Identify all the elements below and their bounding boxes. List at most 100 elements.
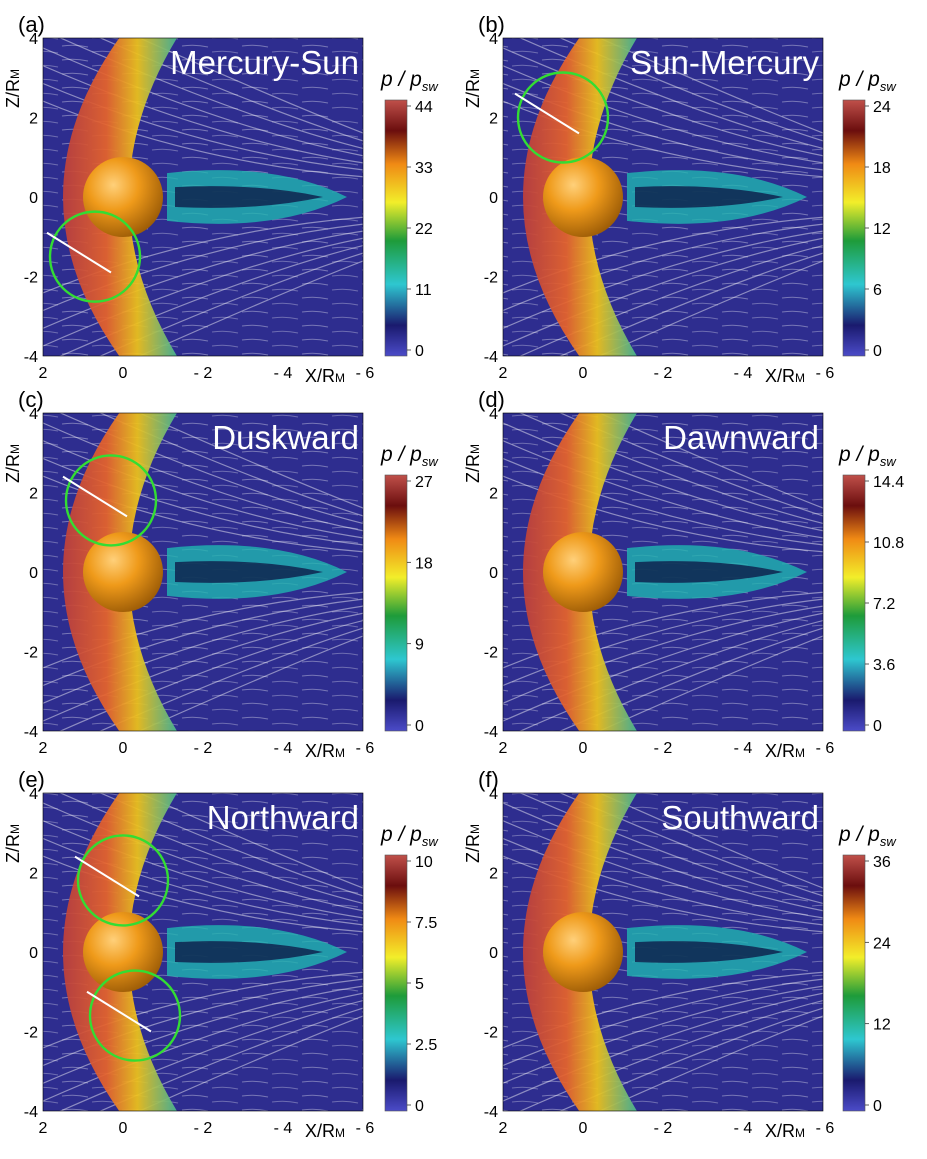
field-line xyxy=(503,978,823,1067)
y-tick-label: 0 xyxy=(489,565,498,582)
field-line xyxy=(43,457,363,546)
field-line xyxy=(43,605,363,704)
colorbar-tick-label: 6 xyxy=(873,282,882,299)
plot-content xyxy=(43,793,363,1111)
x-axis-label: X/RM xyxy=(305,741,345,761)
x-axis-label: X/RM xyxy=(305,1121,345,1141)
field-line xyxy=(43,985,363,1084)
x-tick-label: 2 xyxy=(499,1120,508,1137)
field-line xyxy=(519,244,823,356)
panel-letter: (a) xyxy=(18,12,45,37)
colorbar-tick-label: 14.4 xyxy=(873,474,904,491)
mercury-planet xyxy=(83,157,163,237)
x-tick-label: - 6 xyxy=(816,740,835,757)
x-tick-label: - 6 xyxy=(356,365,375,382)
field-line xyxy=(43,440,363,539)
field-line xyxy=(59,793,363,905)
x-tick-label: - 6 xyxy=(356,1120,375,1137)
x-tick-label: 0 xyxy=(119,1120,128,1137)
field-line xyxy=(503,422,823,532)
field-line xyxy=(43,855,363,933)
plot-content xyxy=(503,38,823,356)
panel-letter: (b) xyxy=(478,12,505,37)
y-tick-label: -2 xyxy=(484,270,498,287)
field-line xyxy=(598,635,823,731)
plot-content xyxy=(43,38,363,356)
y-tick-label: -2 xyxy=(484,645,498,662)
y-tick-label: -4 xyxy=(24,349,38,366)
cut-line xyxy=(514,92,580,135)
magnetotail-core xyxy=(635,186,783,208)
field-line xyxy=(503,457,823,546)
field-line xyxy=(503,992,823,1102)
highlight-circle xyxy=(88,969,182,1062)
panel-b: Sun-Mercury (b)4 2 0 -2 -4 Z/RM 2 0 - 2 - 4 X/RM - 6… xyxy=(463,12,897,386)
mercury-planet xyxy=(83,912,163,992)
colorbar-tick-label: 11 xyxy=(415,282,432,299)
colorbar-tick-label: 33 xyxy=(415,160,433,177)
magnetotail-core xyxy=(175,561,323,583)
field-line xyxy=(559,793,823,897)
x-tick-label: - 4 xyxy=(734,740,753,757)
y-tick-label: 2 xyxy=(29,111,38,128)
plot-content xyxy=(503,793,823,1111)
x-tick-label: - 6 xyxy=(356,740,375,757)
field-line xyxy=(503,230,823,329)
mercury-planet xyxy=(543,532,623,612)
field-line xyxy=(519,619,823,731)
field-line xyxy=(559,413,823,517)
colorbar-tick-label: 18 xyxy=(873,160,891,177)
y-tick-label: 0 xyxy=(29,190,38,207)
y-tick-label: 4 xyxy=(489,406,498,423)
field-line xyxy=(598,38,823,134)
colorbar xyxy=(384,474,408,732)
field-line xyxy=(503,985,823,1084)
colorbar-tick-label: 12 xyxy=(873,221,891,238)
field-line xyxy=(43,598,363,687)
y-axis-label: Z/RM xyxy=(463,69,483,108)
x-axis-label: X/RM xyxy=(765,1121,805,1141)
mercury-planet xyxy=(543,157,623,237)
field-line xyxy=(503,100,823,178)
colorbar-label: p / psw xyxy=(380,443,439,469)
panel-title: Mercury-Sun xyxy=(170,44,359,81)
panel-letter: (d) xyxy=(478,387,505,412)
y-tick-label: -4 xyxy=(484,724,498,741)
colorbar-tick-label: 10.8 xyxy=(873,535,904,552)
colorbar-tick-label: 10 xyxy=(415,854,433,871)
cut-line xyxy=(46,231,112,274)
y-axis-label: Z/RM xyxy=(3,824,23,863)
panel-title: Sun-Mercury xyxy=(630,44,819,81)
field-line xyxy=(43,837,363,926)
x-tick-label: - 4 xyxy=(734,365,753,382)
field-line xyxy=(43,100,363,178)
field-line xyxy=(59,619,363,731)
x-tick-label: 0 xyxy=(119,365,128,382)
x-tick-label: - 6 xyxy=(816,365,835,382)
field-line xyxy=(43,612,363,722)
field-line xyxy=(99,1007,363,1111)
field-line xyxy=(598,1015,823,1111)
field-line xyxy=(138,635,363,731)
field-line xyxy=(138,1015,363,1111)
x-tick-label: - 4 xyxy=(274,740,293,757)
colorbar-tick-label: 24 xyxy=(873,99,891,116)
colorbar-tick-label: 5 xyxy=(415,976,424,993)
field-line xyxy=(503,971,823,1049)
field-line xyxy=(59,38,363,150)
colorbar-label: p / psw xyxy=(838,443,897,469)
panel-c: Duskward (c)4 2 0 -2 -4 Z/RM 2 0 - 2 - 4 X/RM - 6 p /… xyxy=(3,387,439,761)
x-tick-label: 0 xyxy=(579,740,588,757)
mercury-planet xyxy=(543,912,623,992)
field-line xyxy=(503,440,823,539)
panel-title: Northward xyxy=(207,799,359,836)
field-line xyxy=(559,252,823,356)
field-line xyxy=(43,802,363,912)
field-line xyxy=(43,978,363,1067)
colorbar-tick-label: 18 xyxy=(415,555,433,572)
x-tick-label: - 2 xyxy=(654,740,673,757)
field-line xyxy=(138,260,363,356)
colorbar xyxy=(384,99,408,357)
field-line xyxy=(43,216,363,294)
field-line xyxy=(43,422,363,532)
